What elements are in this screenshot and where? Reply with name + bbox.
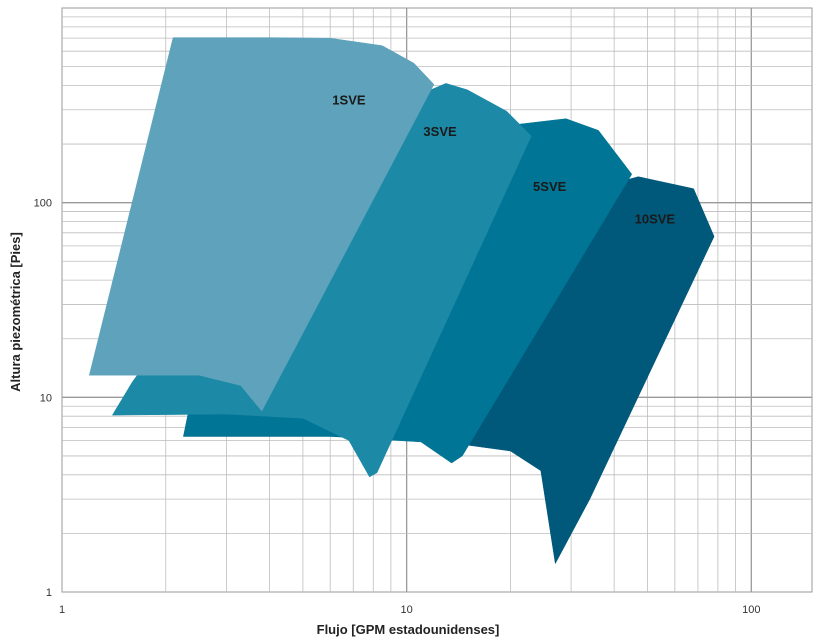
x-tick-label: 100 [742, 604, 760, 616]
pump-regions [89, 37, 715, 564]
region-labels: 1SVE 3SVE 5SVE 10SVE [332, 92, 675, 226]
region-1sve [89, 37, 435, 412]
label-5sve: 5SVE [533, 179, 567, 194]
x-tick-label: 1 [59, 604, 65, 616]
label-1sve: 1SVE [332, 92, 366, 107]
y-axis-title: Altura piezométrica [Pies] [8, 232, 23, 392]
x-tick-label: 10 [401, 604, 413, 616]
plot-frame [61, 7, 813, 593]
x-axis-title: Flujo [GPM estadounidenses] [317, 622, 500, 637]
y-tick-label: 10 [40, 392, 52, 404]
label-10sve: 10SVE [635, 212, 676, 227]
y-tick-label: 100 [34, 198, 52, 210]
tick-labels: 1 10 100 1 10 100 [34, 198, 761, 616]
y-tick-label: 1 [46, 587, 52, 599]
label-3sve: 3SVE [423, 124, 457, 139]
